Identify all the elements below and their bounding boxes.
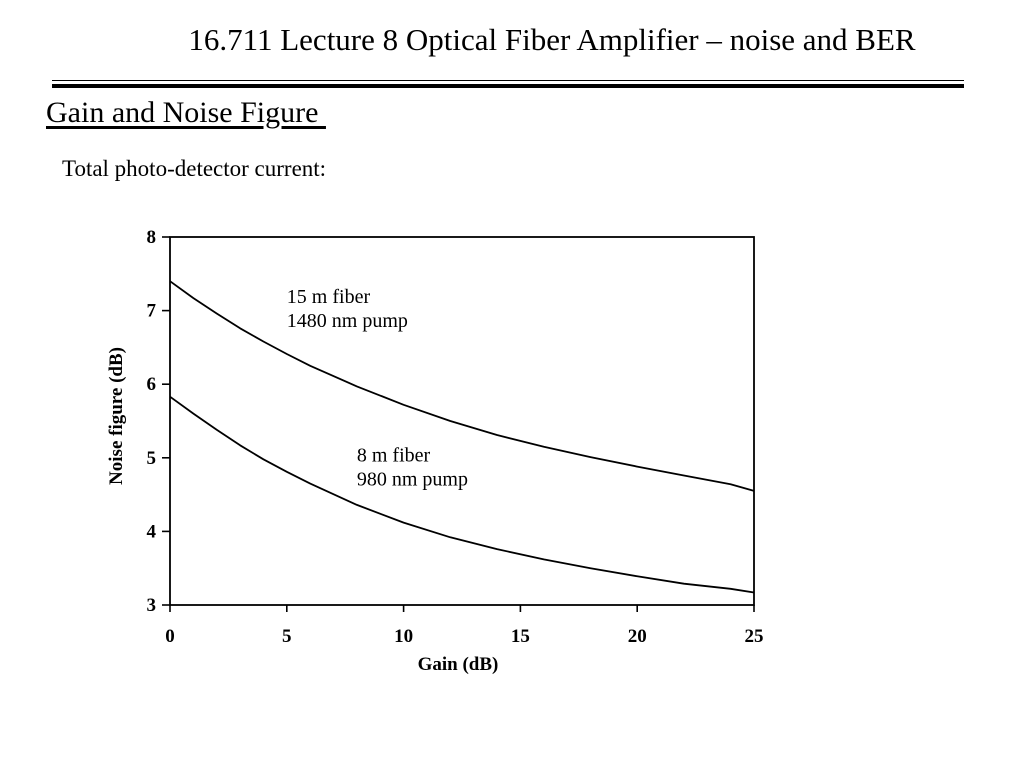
body-text: Total photo-detector current: [62, 156, 327, 181]
series-label-line: 1480 nm pump [287, 310, 408, 332]
series-line-1 [169, 280, 755, 492]
y-axis-label: Noise figure (dB) [106, 347, 127, 485]
y-tick-label: 5 [147, 448, 157, 469]
x-axis-label: Gain (dB) [418, 654, 499, 675]
y-tick-label: 7 [147, 301, 157, 322]
series-label-line: 980 nm pump [357, 468, 468, 490]
plot-frame [169, 236, 755, 606]
series-label-line: 8 m fiber [357, 444, 431, 466]
y-tick-label: 4 [147, 521, 157, 542]
x-tick-label: 20 [628, 626, 647, 647]
series-label-2: 8 m fiber 980 nm pump [357, 444, 468, 490]
axes-layer: 0 5 10 15 20 25 3 4 5 6 7 8 Gain (dB) Noise figure (d… [106, 227, 764, 675]
x-tick-label: 25 [745, 626, 764, 647]
series-label-1: 15 m fiber 1480 nm pump [287, 286, 408, 332]
section-heading: Gain and Noise Figure [46, 96, 326, 129]
x-tick-label: 10 [394, 626, 413, 647]
noise-figure-chart: 0 5 10 15 20 25 3 4 5 6 7 8 Gain (dB) Noise figure (d… [106, 227, 764, 675]
slide-title: 16.711 Lecture 8 Optical Fiber Amplifier… [188, 22, 916, 57]
series-line-2 [169, 395, 755, 594]
x-tick-label: 5 [282, 626, 292, 647]
x-tick-label: 0 [165, 626, 175, 647]
series-label-line: 15 m fiber [287, 286, 371, 308]
y-tick-label: 6 [147, 374, 157, 395]
title-rule-thin [52, 80, 964, 81]
x-tick-label: 15 [511, 626, 530, 647]
title-rule-thick [52, 84, 964, 88]
y-tick-label: 3 [147, 595, 157, 616]
label-layer: 15 m fiber 1480 nm pump 8 m fiber 980 nm pu… [287, 286, 468, 490]
y-tick-label: 8 [147, 227, 157, 248]
series-layer [169, 280, 755, 594]
